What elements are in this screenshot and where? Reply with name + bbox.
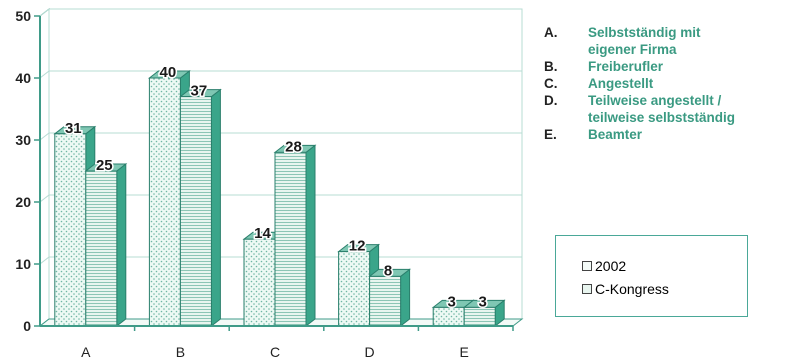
data-label-text: 3 xyxy=(479,293,487,310)
category-legend-item: C. Angestellt xyxy=(544,75,735,92)
data-label: 31 xyxy=(65,120,82,137)
data-label: 8 xyxy=(384,262,392,279)
data-label: 3 xyxy=(479,293,487,310)
side-wall xyxy=(39,7,50,328)
category-legend-item: E. Beamter xyxy=(544,126,735,143)
bar-B-C-Kongress xyxy=(178,88,222,328)
category-legend: A. Selbstständig mit eigener Firma B. Freibe… xyxy=(544,24,735,143)
data-label-text: 28 xyxy=(285,138,302,155)
gridline xyxy=(39,132,522,141)
series-legend: 2002 C-Kongress xyxy=(555,235,748,317)
bar-D-C-Kongress xyxy=(368,268,412,328)
data-label-text: 3 xyxy=(448,293,456,310)
legend-swatch-lines xyxy=(582,284,592,294)
category-key: A. xyxy=(544,25,558,40)
gridline xyxy=(39,194,522,203)
x-tick-label: E xyxy=(460,344,469,360)
data-label-text: 25 xyxy=(96,157,113,174)
category-description: Beamter xyxy=(588,127,643,142)
category-key: C. xyxy=(544,76,558,91)
axes xyxy=(34,15,514,331)
x-tick-label: A xyxy=(81,344,91,360)
y-tick-label: 50 xyxy=(15,8,31,24)
category-legend-item: D. Teilweise angestellt / teilweise selbst… xyxy=(544,92,735,126)
data-label-text: 31 xyxy=(65,120,82,137)
category-description: Teilweise angestellt / xyxy=(588,93,722,108)
category-legend-item: A. Selbstständig mit eigener Firma xyxy=(544,24,735,58)
data-label-text: 8 xyxy=(384,262,392,279)
category-description: teilweise selbstständig xyxy=(588,110,736,125)
category-description: eigener Firma xyxy=(588,42,677,57)
y-tick-label: 0 xyxy=(23,318,31,334)
gridline xyxy=(39,8,522,17)
data-label: 3 xyxy=(448,293,456,310)
bar-E-C-Kongress xyxy=(462,299,506,328)
category-legend-item: B. Freiberufler xyxy=(544,58,735,75)
y-tick-label: 20 xyxy=(15,194,31,210)
x-tick-label: C xyxy=(270,344,280,360)
data-label: 37 xyxy=(191,83,208,100)
legend-item-2002: 2002 xyxy=(582,258,626,274)
data-label: 14 xyxy=(254,225,271,242)
legend-item-c-kongress: C-Kongress xyxy=(582,281,669,297)
data-label: 12 xyxy=(349,238,366,255)
data-label-text: 40 xyxy=(160,64,177,81)
data-label-text: 14 xyxy=(254,225,271,242)
legend-swatch-dots xyxy=(582,261,592,271)
legend-label-2002: 2002 xyxy=(595,258,627,274)
y-tick-label: 30 xyxy=(15,132,31,148)
category-description: Angestellt xyxy=(588,76,654,91)
gridline xyxy=(39,70,522,79)
labels: 0102030405031312525A40403737B14142828C12… xyxy=(15,8,488,360)
bar-A-C-Kongress xyxy=(84,162,128,328)
data-label-text: 12 xyxy=(349,238,366,255)
data-label: 28 xyxy=(285,138,302,155)
bars xyxy=(53,69,506,328)
category-key: B. xyxy=(544,59,558,74)
category-key: E. xyxy=(544,127,557,142)
x-tick-label: D xyxy=(365,344,375,360)
category-description: Freiberufler xyxy=(588,59,664,74)
data-label: 25 xyxy=(96,157,113,174)
category-key: D. xyxy=(544,93,558,108)
bar-C-C-Kongress xyxy=(273,144,317,328)
data-label-text: 37 xyxy=(191,83,208,100)
x-tick-label: B xyxy=(176,344,185,360)
category-description: Selbstständig mit xyxy=(588,25,701,40)
legend-label-c-kongress: C-Kongress xyxy=(595,281,669,297)
data-label: 40 xyxy=(160,64,177,81)
y-tick-label: 10 xyxy=(15,256,31,272)
y-tick-label: 40 xyxy=(15,70,31,86)
